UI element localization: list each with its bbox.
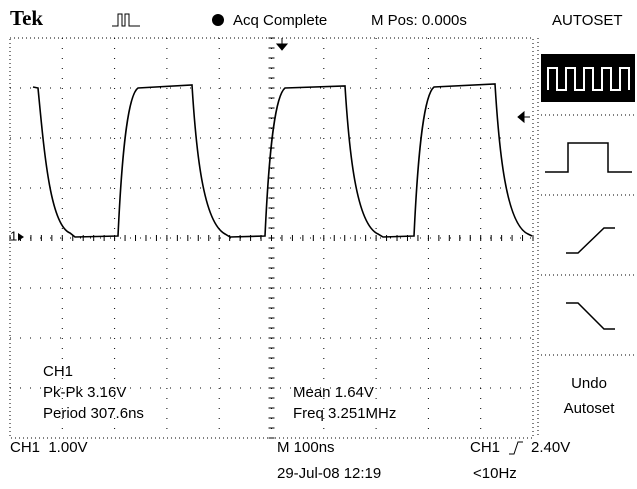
measure-mean: Mean 1.64V bbox=[293, 384, 374, 401]
menu-undo[interactable]: Autoset bbox=[564, 400, 616, 417]
channel-scale: CH1 1.00V bbox=[10, 439, 88, 456]
menu-title: AUTOSET bbox=[552, 12, 623, 29]
measure-freq: Freq 3.251MHz bbox=[293, 405, 396, 422]
channel-marker: 1 bbox=[10, 228, 17, 243]
trigger-channel: CH1 bbox=[470, 439, 500, 456]
date: 29-Jul-08 12:19 bbox=[277, 465, 381, 482]
status: Acq Complete bbox=[233, 12, 327, 29]
status-dot bbox=[212, 14, 224, 26]
time-scale: M 100ns bbox=[277, 439, 335, 456]
trigger-level-text: 2.40V bbox=[531, 439, 570, 456]
brand: Tek bbox=[10, 6, 43, 30]
measure-period: Period 307.6ns bbox=[43, 405, 144, 422]
menu-undo[interactable]: Undo bbox=[571, 375, 607, 392]
measure-pkpk: Pk-Pk 3.16V bbox=[43, 384, 126, 401]
trigger-frequency: <10Hz bbox=[473, 465, 517, 482]
measure-channel: CH1 bbox=[43, 363, 73, 380]
scope-screen: Tek Acq Complete M Pos: 0.000s AUTOSET 1… bbox=[0, 0, 637, 489]
position: M Pos: 0.000s bbox=[371, 12, 467, 29]
